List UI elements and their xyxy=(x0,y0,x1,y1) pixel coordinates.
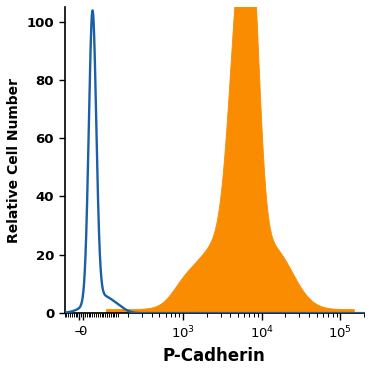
Y-axis label: Relative Cell Number: Relative Cell Number xyxy=(7,77,21,243)
X-axis label: P-Cadherin: P-Cadherin xyxy=(163,347,266,365)
